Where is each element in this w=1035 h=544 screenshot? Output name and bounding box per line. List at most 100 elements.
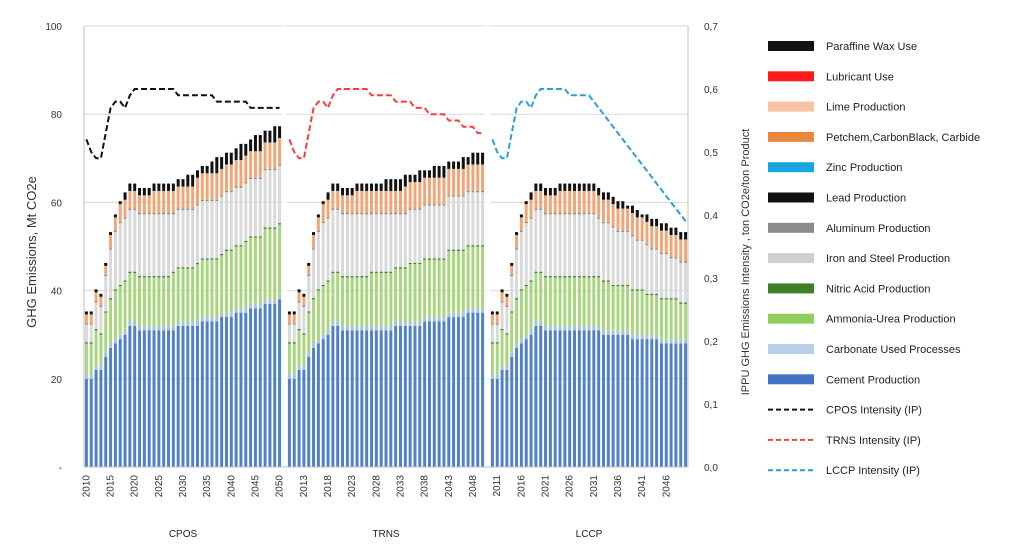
bar-cap	[534, 183, 538, 186]
bar-segment-aluminum	[597, 217, 601, 219]
bar-segment-petchem	[505, 296, 509, 306]
bar-segment-cement	[244, 312, 248, 467]
bar-segment-aluminum	[645, 243, 649, 246]
bar-segment-other	[630, 206, 634, 213]
bar-segment-cement	[544, 330, 548, 467]
bar-cap	[635, 210, 639, 212]
bar-segment-iron_steel	[331, 209, 335, 272]
bar-segment-carbonate	[548, 325, 552, 331]
bar-segment-aluminum	[249, 177, 253, 180]
bar-segment-nitric	[481, 245, 485, 247]
bar-segment-petchem	[437, 177, 441, 205]
bar-segment-nitric	[437, 258, 441, 260]
bar-segment-ammonia	[171, 272, 175, 326]
bar-segment-petchem	[326, 199, 330, 218]
bar-segment-carbonate	[138, 325, 142, 331]
bar-segment-aluminum	[133, 208, 137, 210]
bar-segment-other	[200, 167, 204, 174]
bar-segment-nitric	[418, 262, 422, 265]
bar-segment-carbonate	[616, 330, 620, 335]
bar-segment-aluminum	[321, 221, 325, 224]
bar-segment-aluminum	[621, 230, 625, 232]
bar-segment-nitric	[655, 293, 659, 296]
bar-segment-ammonia	[684, 303, 688, 340]
bar-segment-carbonate	[244, 308, 248, 313]
x-tick-label: 2043	[444, 475, 455, 498]
bar-segment-cement	[558, 330, 562, 467]
bar-segment-other	[606, 193, 610, 200]
bar-segment-aluminum	[442, 204, 446, 206]
bar-segment-iron_steel	[490, 324, 494, 343]
bar-segment-aluminum	[278, 164, 282, 166]
bar-segment-nitric	[626, 284, 630, 287]
bar-segment-other	[558, 184, 562, 191]
bar-segment-iron_steel	[138, 214, 142, 277]
bar-segment-ammonia	[302, 334, 306, 366]
bar-segment-carbonate	[350, 325, 354, 331]
bar-segment-other	[616, 202, 620, 209]
bar-segment-carbonate	[669, 339, 673, 344]
bar-segment-iron_steel	[374, 214, 378, 272]
bar-segment-aluminum	[152, 212, 156, 215]
bar-cap	[244, 143, 248, 146]
bar-segment-petchem	[524, 204, 528, 222]
bar-segment-cement	[147, 330, 151, 467]
bar-cap	[316, 214, 320, 217]
bar-segment-cement	[268, 303, 272, 467]
bar-segment-carbonate	[205, 317, 209, 322]
bar-segment-iron_steel	[544, 214, 548, 277]
bar-segment-cement	[476, 312, 480, 467]
bar-segment-petchem	[384, 190, 388, 213]
bar-segment-petchem	[461, 168, 465, 196]
bar-segment-nitric	[461, 249, 465, 251]
bar-segment-ammonia	[592, 277, 596, 326]
bar-segment-carbonate	[471, 308, 475, 313]
bar-segment-other	[350, 189, 354, 196]
bar-segment-aluminum	[84, 323, 88, 325]
bar-segment-other	[205, 167, 209, 174]
bar-segment-cement	[640, 339, 644, 467]
bar-cap	[99, 293, 103, 296]
bar-segment-aluminum	[341, 212, 345, 215]
bar-segment-aluminum	[345, 212, 349, 215]
bar-segment-petchem	[659, 230, 663, 253]
bar-segment-cement	[195, 325, 199, 467]
bar-segment-nitric	[524, 284, 528, 287]
bar-segment-iron_steel	[548, 214, 552, 277]
bar-segment-iron_steel	[500, 302, 504, 329]
bar-segment-ammonia	[104, 312, 108, 353]
bar-segment-carbonate	[147, 325, 151, 331]
bar-segment-aluminum	[205, 199, 209, 202]
bar-segment-cement	[84, 378, 88, 467]
bar-segment-aluminum	[495, 323, 499, 325]
bar-cap	[544, 187, 548, 190]
bar-segment-carbonate	[505, 365, 509, 370]
bar-segment-ammonia	[244, 242, 248, 309]
bar-segment-iron_steel	[606, 223, 610, 281]
bar-cap	[582, 183, 586, 186]
bar-cap	[331, 183, 335, 186]
bar-segment-nitric	[548, 276, 552, 278]
bar-segment-carbonate	[84, 374, 88, 379]
bar-segment-aluminum	[215, 199, 219, 202]
bar-segment-nitric	[635, 289, 639, 291]
bar-segment-iron_steel	[626, 231, 630, 285]
bar-segment-aluminum	[365, 212, 369, 215]
bar-segment-cement	[118, 339, 122, 467]
bar-segment-other	[273, 127, 277, 143]
bar-segment-cement	[616, 334, 620, 467]
bar-segment-carbonate	[529, 330, 533, 335]
x-tick-label: 2025	[154, 475, 165, 498]
bar-segment-iron_steel	[616, 231, 620, 285]
bar-segment-petchem	[123, 199, 127, 218]
bar-cap	[118, 201, 122, 203]
bar-segment-aluminum	[481, 190, 485, 193]
bar-segment-other	[167, 184, 171, 191]
bar-segment-carbonate	[611, 330, 615, 335]
bar-segment-iron_steel	[456, 196, 460, 250]
bar-segment-iron_steel	[471, 192, 475, 246]
bar-cap	[524, 201, 528, 203]
bar-segment-carbonate	[481, 308, 485, 313]
bar-segment-ammonia	[423, 259, 427, 318]
bar-segment-petchem	[573, 190, 577, 213]
